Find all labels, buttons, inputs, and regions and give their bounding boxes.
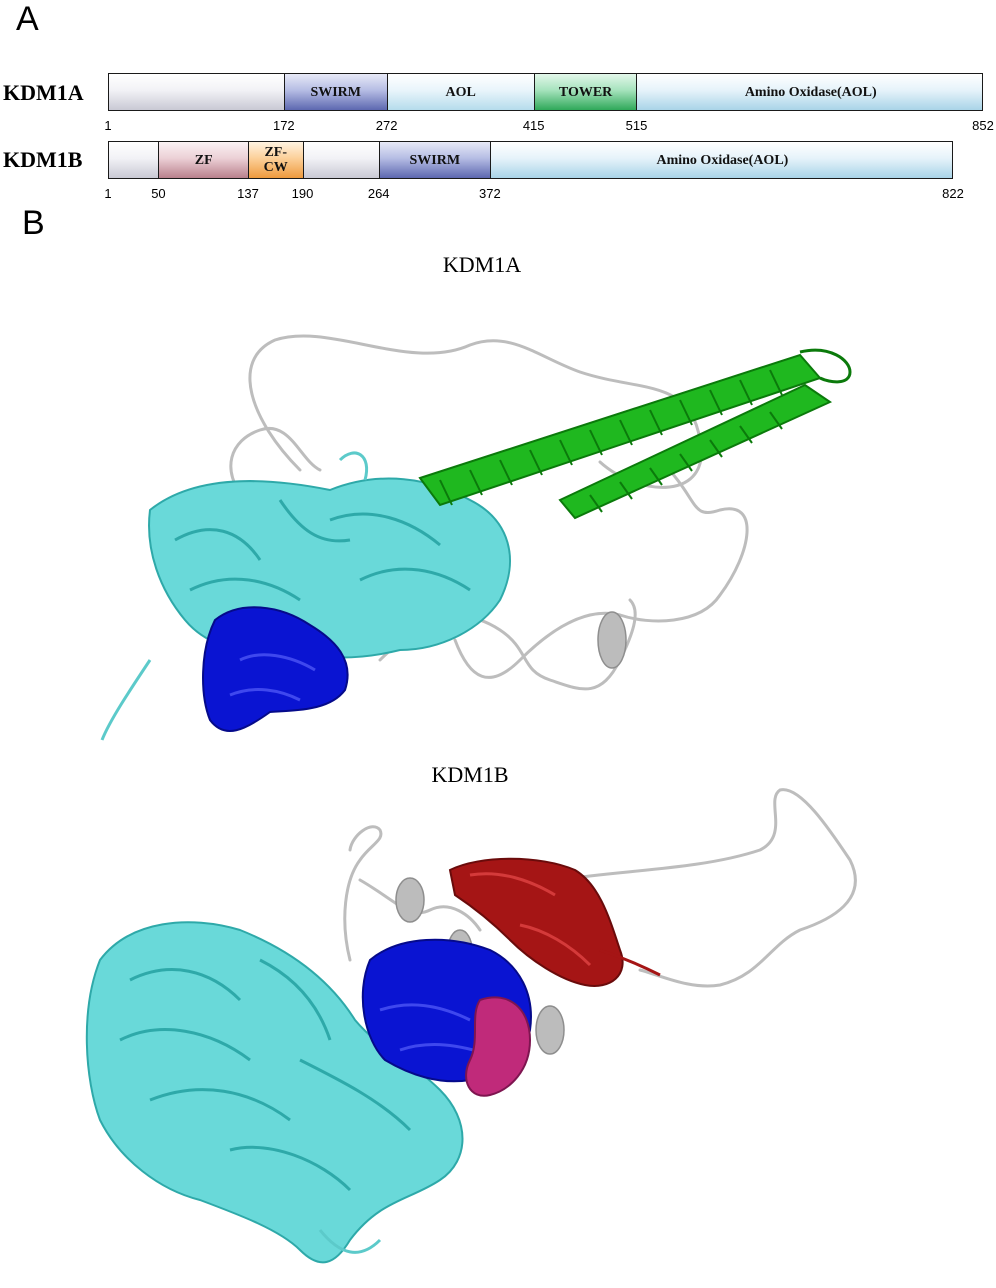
kdm1a-tower-domain: [418, 348, 852, 520]
unlabeled-domain: [109, 142, 160, 178]
amino-oxidase-aol-domain: Amino Oxidase(AOL): [637, 74, 982, 110]
kdm1b-zfcw-domain: [465, 996, 532, 1097]
unlabeled-domain: [303, 142, 380, 178]
position-tick: 190: [291, 186, 314, 201]
kdm1b-structure-title: KDM1B: [431, 762, 509, 787]
kdm1a-domain-bar: SWIRM AOL TOWER Amino Oxidase(AOL): [108, 73, 983, 111]
position-tick: 264: [367, 186, 390, 201]
kdm1b-zf-domain: [448, 857, 661, 987]
zf-domain: ZF: [159, 142, 249, 178]
kdm1b-domain-bar: ZF ZF- CW SWIRM Amino Oxidase(AOL): [108, 141, 953, 179]
position-tick: 822: [942, 186, 964, 201]
position-tick: 852: [972, 118, 994, 133]
kdm1a-structure-title: KDM1A: [442, 252, 522, 277]
kdm1a-structure-image: [100, 334, 852, 741]
aol-domain: AOL: [387, 74, 535, 110]
kdm1b-structure-image: [85, 788, 857, 1264]
panel-a-letter: A: [16, 0, 39, 38]
kdm1a-gray-helix: [597, 611, 627, 669]
unlabeled-domain: [109, 74, 285, 110]
kdm1a-swirm-domain: [202, 606, 349, 732]
panel-b-letter: B: [22, 204, 45, 242]
position-tick: 515: [625, 118, 648, 133]
position-tick: 272: [375, 118, 398, 133]
amino-oxidase-aol-domain: Amino Oxidase(AOL): [490, 142, 952, 178]
kdm1b-cyan-domain: [85, 921, 464, 1264]
kdm1b-gray-loops: [343, 788, 857, 988]
position-tick: 1: [104, 118, 112, 133]
kdm1b-name: KDM1B: [3, 147, 83, 172]
kdm1a-name: KDM1A: [3, 80, 84, 105]
position-tick: 50: [151, 186, 166, 201]
position-tick: 172: [272, 118, 295, 133]
position-tick: 415: [522, 118, 545, 133]
tower-domain: TOWER: [534, 74, 638, 110]
position-tick: 137: [237, 186, 259, 201]
position-tick: 1: [104, 186, 112, 201]
zf-cw-domain: ZF- CW: [248, 142, 304, 178]
swirm-domain: SWIRM: [284, 74, 388, 110]
swirm-domain: SWIRM: [379, 142, 491, 178]
position-tick: 372: [478, 186, 501, 201]
